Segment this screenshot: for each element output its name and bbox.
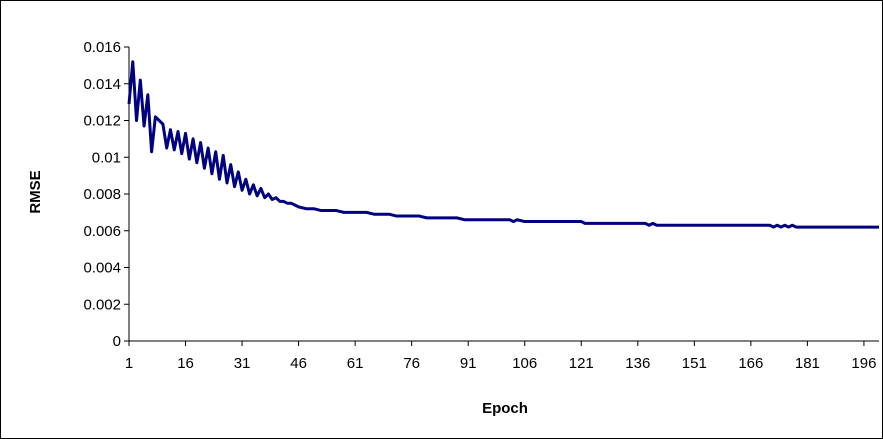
x-tick-label: 151 (682, 355, 707, 372)
y-tick-label: 0.016 (83, 39, 121, 56)
y-tick-label: 0.012 (83, 113, 121, 130)
y-tick-label: 0.004 (83, 260, 121, 277)
x-tick-label: 166 (738, 355, 763, 372)
x-tick-label: 136 (625, 355, 650, 372)
x-tick-label: 61 (347, 355, 364, 372)
x-tick-label: 106 (512, 355, 537, 372)
y-axis-title: RMSE (27, 170, 44, 213)
rmse-series-line (127, 60, 879, 229)
x-tick-label: 91 (460, 355, 477, 372)
x-tick-label: 181 (795, 355, 820, 372)
x-tick-label: 121 (569, 355, 594, 372)
y-tick-label: 0.01 (92, 149, 121, 166)
x-axis-title: Epoch (482, 400, 528, 417)
y-tick-label: 0 (113, 333, 121, 350)
y-tick-label: 0.002 (83, 296, 121, 313)
x-tick-label: 46 (290, 355, 307, 372)
y-tick-label: 0.008 (83, 186, 121, 203)
x-tick-label: 16 (177, 355, 194, 372)
x-tick-label: 76 (403, 355, 420, 372)
y-axis-ticks: 0 0.002 0.004 0.006 0.008 0.01 0.012 0.014 0.016 (83, 39, 129, 350)
x-tick-label: 1 (125, 355, 133, 372)
y-tick-label: 0.014 (83, 76, 121, 93)
x-tick-label: 31 (234, 355, 251, 372)
x-axis-ticks: 1 16 31 46 61 76 91 106 121 136 151 166 181 196 (125, 341, 876, 372)
y-tick-label: 0.006 (83, 223, 121, 240)
x-tick-label: 196 (851, 355, 876, 372)
